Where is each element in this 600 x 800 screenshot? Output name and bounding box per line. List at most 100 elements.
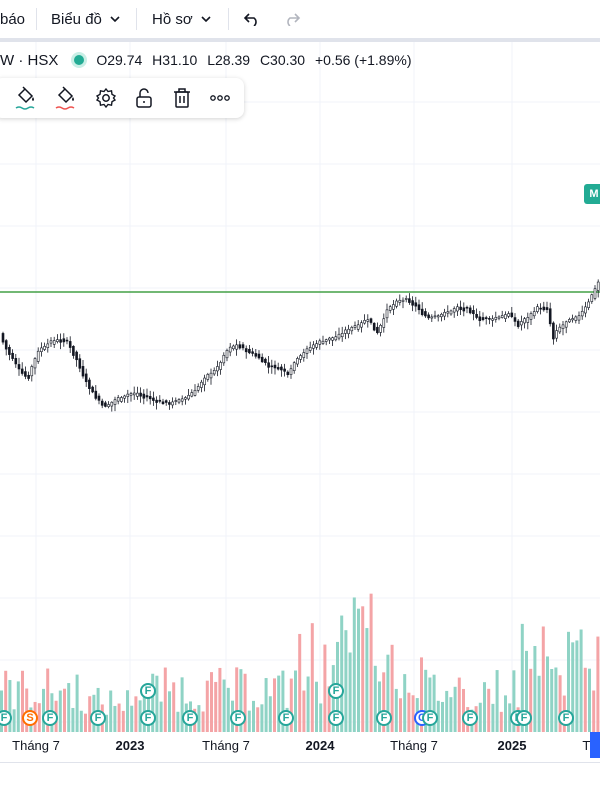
candle-body (478, 316, 482, 321)
candle-body (158, 399, 162, 402)
financials-event-marker[interactable]: F (140, 683, 156, 699)
financials-event-marker[interactable]: F (0, 710, 12, 726)
candle-body (513, 317, 517, 322)
candle-body (27, 374, 30, 379)
candle-body (286, 371, 290, 376)
high-value: H31.10 (152, 52, 198, 68)
candle-body (379, 325, 382, 333)
candle-body (382, 318, 386, 328)
delete-button[interactable] (168, 84, 196, 112)
candle-body (260, 356, 264, 363)
candle-body (200, 381, 203, 388)
candle-body (593, 288, 597, 299)
candle-body (123, 395, 126, 399)
candle-body (369, 318, 373, 323)
volume-bar (340, 615, 344, 732)
volume-bar (134, 696, 138, 732)
candle-body (424, 311, 427, 317)
volume-bar (197, 705, 201, 732)
candle-body (398, 299, 402, 303)
volume-bar (403, 674, 407, 732)
more-options-button[interactable] (206, 84, 234, 112)
candle-body (568, 319, 571, 323)
candle-body (376, 326, 379, 334)
candle-body (193, 389, 197, 396)
volume-bar (449, 697, 453, 732)
financials-event-marker[interactable]: F (140, 710, 156, 726)
drawing-floating-toolbar (0, 78, 244, 118)
volume-bar (504, 695, 507, 732)
financials-event-marker[interactable]: F (278, 710, 294, 726)
candle-body (318, 340, 322, 345)
financials-event-marker[interactable]: F (516, 710, 532, 726)
financials-event-marker[interactable]: F (42, 710, 58, 726)
redo-button[interactable] (283, 0, 301, 38)
candle-body (472, 310, 475, 315)
volume-bar (121, 710, 125, 732)
candle-body (235, 344, 238, 350)
candle-body (548, 308, 552, 325)
candle-body (30, 366, 34, 377)
alert-menu-partial[interactable]: báo (0, 0, 25, 38)
volume-bar (298, 633, 302, 732)
alert-menu-label: báo (0, 10, 26, 28)
candle-body (20, 368, 24, 374)
volume-bar (361, 606, 365, 732)
financials-event-marker[interactable]: F (328, 683, 344, 699)
split-event-marker[interactable]: S (22, 710, 38, 726)
candle-body (238, 344, 242, 349)
candle-body (244, 348, 248, 353)
candle-body (91, 386, 94, 393)
lock-button[interactable] (130, 84, 158, 112)
fill-color-button[interactable] (52, 84, 80, 112)
volume-bar (373, 665, 377, 732)
volume-bar (126, 690, 129, 732)
candle-body (142, 393, 146, 399)
candle-body (100, 400, 104, 406)
open-value: O29.74 (96, 52, 143, 68)
price-volume-chart[interactable] (0, 0, 600, 732)
volume-bar (571, 642, 575, 732)
candle-body (14, 358, 18, 365)
time-axis-month-label: Tháng 7 (12, 738, 60, 753)
candle-body (555, 330, 558, 339)
financials-event-marker[interactable]: F (328, 710, 344, 726)
candle-body (372, 322, 376, 331)
volume-bar (75, 674, 79, 732)
candle-body (276, 367, 280, 370)
financials-event-marker[interactable]: F (462, 710, 478, 726)
candle-body (558, 326, 562, 333)
volume-bar (180, 677, 184, 732)
candle-body (360, 322, 363, 328)
volume-bar (420, 657, 423, 732)
volume-bar (201, 711, 205, 732)
candle-body (584, 306, 587, 314)
settings-button[interactable] (92, 84, 120, 112)
profile-menu-button[interactable]: Hồ sơ (152, 0, 211, 38)
volume-bar (567, 631, 570, 732)
financials-event-marker[interactable]: F (90, 710, 106, 726)
financials-event-marker[interactable]: F (182, 710, 198, 726)
undo-button[interactable] (243, 0, 261, 38)
financials-event-marker[interactable]: F (230, 710, 246, 726)
candle-body (17, 364, 21, 370)
chart-menu-button[interactable]: Biểu đồ (51, 0, 120, 38)
volume-bar (327, 686, 331, 732)
candle-body (68, 341, 72, 348)
candle-body (449, 310, 453, 315)
candle-body (216, 366, 219, 372)
volume-bar (357, 608, 360, 732)
symbol-name[interactable]: W · HSX (0, 51, 59, 69)
candle-body (65, 339, 69, 342)
financials-event-marker[interactable]: F (422, 710, 438, 726)
candle-body (43, 345, 46, 350)
candle-body (152, 397, 155, 401)
line-color-button[interactable] (12, 84, 40, 112)
volume-bar (12, 709, 16, 732)
financials-event-marker[interactable]: F (558, 710, 574, 726)
candle-body (155, 399, 158, 403)
volume-bar (63, 688, 66, 732)
volume-bar (252, 700, 255, 732)
financials-event-marker[interactable]: F (376, 710, 392, 726)
